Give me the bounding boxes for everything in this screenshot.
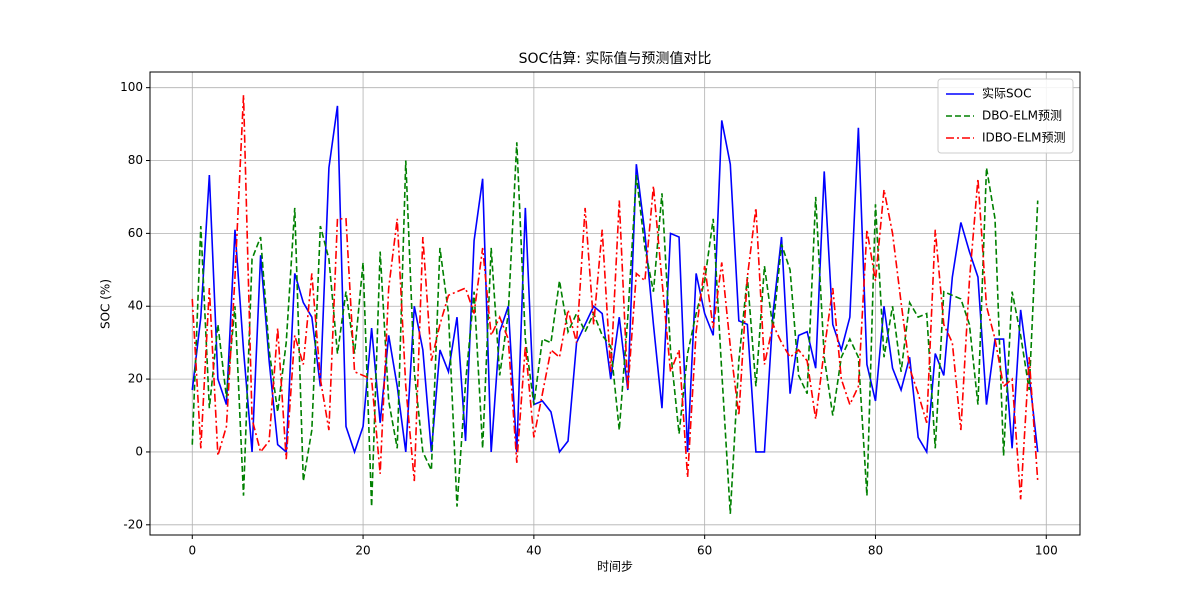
- x-tick-label: 100: [1035, 544, 1058, 558]
- legend-label: 实际SOC: [982, 86, 1031, 101]
- y-tick-label: -20: [123, 517, 143, 531]
- x-tick-label: 80: [868, 544, 883, 558]
- x-tick-label: 40: [526, 544, 541, 558]
- plot-frame: [149, 71, 1081, 536]
- x-axis-label: 时间步: [597, 560, 633, 574]
- y-tick-label: 60: [128, 226, 143, 240]
- y-tick-label: 40: [128, 299, 143, 313]
- legend-label: IDBO-ELM预测: [982, 131, 1066, 145]
- y-tick-label: 20: [128, 372, 143, 386]
- x-tick-label: 60: [697, 544, 712, 558]
- chart-title: SOC估算: 实际值与预测值对比: [519, 51, 712, 67]
- x-tick-label: 20: [355, 544, 370, 558]
- x-tick-label: 0: [188, 544, 196, 558]
- series-line: [191, 105, 1039, 455]
- y-tick-label: 100: [120, 80, 143, 94]
- legend-box: [937, 78, 1074, 154]
- legend-label: DBO-ELM预测: [982, 109, 1062, 123]
- series-line: [191, 94, 1039, 500]
- y-axis-label: SOC (%): [99, 279, 113, 329]
- y-tick-label: 0: [135, 444, 143, 458]
- y-tick-label: 80: [128, 153, 143, 167]
